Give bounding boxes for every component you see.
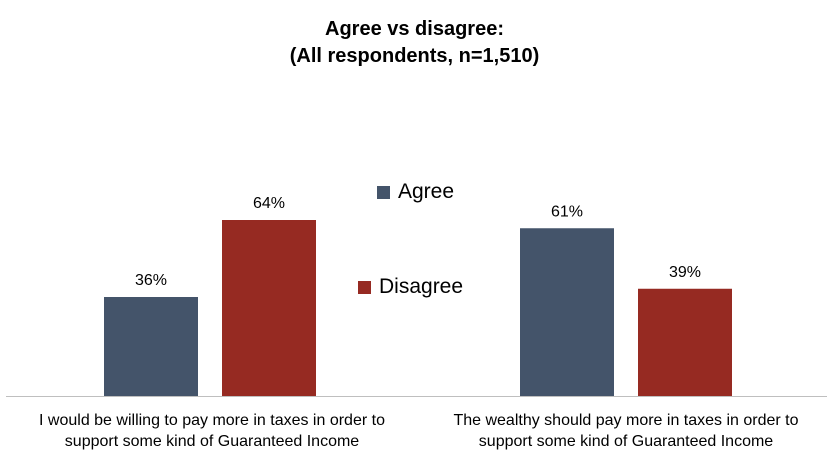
bar-disagree-2 [638, 288, 732, 396]
category-label-1: I would be willing to pay more in taxes … [12, 410, 412, 452]
data-label-disagree-2: 39% [669, 264, 701, 281]
category-label-2-line-2: support some kind of Guaranteed Income [478, 433, 774, 450]
bar-disagree-1 [222, 220, 316, 396]
data-label-disagree-1: 64% [253, 195, 285, 212]
chart-subtitle: (All respondents, n=1,510) [289, 45, 540, 67]
category-label-2-line-1: The wealthy should pay more in taxes in … [453, 412, 799, 429]
legend-swatch-agree [377, 185, 390, 199]
data-label-agree-1: 36% [135, 272, 167, 289]
chart-title: Agree vs disagree: [325, 18, 504, 40]
bar-agree-1 [104, 297, 198, 396]
category-label-1-line-2: support some kind of Guaranteed Income [64, 433, 360, 450]
legend-item-agree: Agree [377, 180, 454, 204]
legend-item-disagree: Disagree [358, 275, 463, 299]
data-label-agree-2: 61% [551, 203, 583, 220]
legend-label-disagree: Disagree [379, 275, 464, 298]
legend-label-agree: Agree [398, 180, 455, 203]
bar-agree-2 [520, 228, 614, 396]
legend-swatch-disagree [358, 280, 371, 294]
category-label-2: The wealthy should pay more in taxes in … [426, 410, 826, 452]
category-label-1-line-1: I would be willing to pay more in taxes … [39, 412, 385, 429]
